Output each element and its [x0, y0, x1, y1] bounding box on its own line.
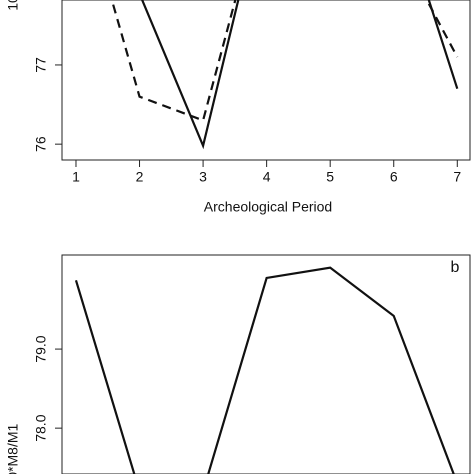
x-tick-label: 1: [72, 169, 80, 185]
y-tick-label: 78.0: [33, 414, 49, 441]
data-line: [74, 266, 455, 474]
y-tick-label: 77: [33, 57, 49, 73]
x-tick-label: 3: [199, 169, 207, 185]
x-tick-label: 7: [453, 169, 461, 185]
x-axis-label: Archeological Period: [204, 199, 332, 215]
series-group: [110, 0, 459, 150]
series-group: [74, 266, 455, 474]
y-axis-label: 100*M8/M1: [5, 423, 21, 474]
y-axis-label: 100*M8/M1: [5, 0, 21, 11]
x-tick-label: 2: [136, 169, 144, 185]
x-tick-label: 5: [326, 169, 334, 185]
x-tick-label: 6: [390, 169, 398, 185]
plot-frame: [61, 0, 471, 161]
x-tick-label: 4: [263, 169, 271, 185]
data-line: [110, 0, 459, 122]
panel-label: b: [451, 259, 460, 276]
plot-frame: [61, 254, 471, 474]
y-tick-label: 76: [33, 136, 49, 152]
y-tick-label: 79.0: [33, 335, 49, 362]
data-line: [140, 0, 459, 150]
